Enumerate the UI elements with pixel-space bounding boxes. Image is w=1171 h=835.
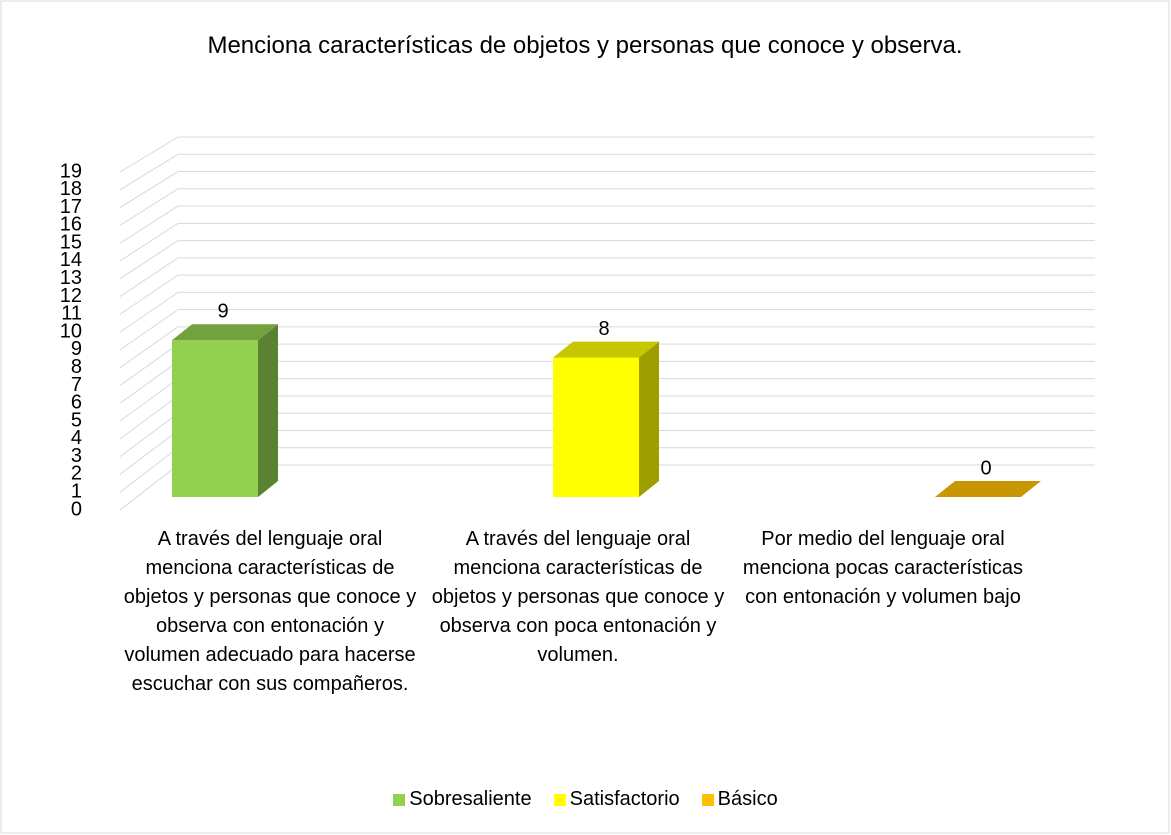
bar (935, 481, 1041, 497)
x-tick-label: A través del lenguaje oral menciona cara… (431, 528, 725, 666)
legend-item: Sobresaliente (393, 788, 532, 811)
legend: Sobresaliente Satisfactorio Básico (0, 788, 1171, 811)
legend-swatch (701, 793, 714, 806)
grid-line (119, 222, 1095, 262)
y-tick-label: 3 (71, 445, 82, 467)
y-tick-label: 14 (60, 249, 82, 271)
y-tick-label: 17 (60, 196, 82, 218)
grid-line (119, 136, 1095, 173)
bar-top (172, 324, 278, 341)
bar-front (172, 340, 258, 497)
y-tick-label: 18 (60, 178, 82, 200)
y-tick-label: 0 (71, 498, 82, 520)
bar (172, 324, 278, 497)
bar (553, 341, 659, 497)
y-tick-label: 16 (60, 214, 82, 236)
data-label: 0 (980, 457, 991, 479)
grid-line (119, 171, 1095, 209)
grid-line (119, 188, 1095, 226)
y-tick-label: 8 (71, 356, 82, 378)
legend-swatch (393, 793, 406, 806)
legend-swatch (553, 793, 566, 806)
y-tick-label: 7 (71, 374, 82, 396)
bar-side (258, 324, 278, 497)
data-label: 8 (598, 318, 609, 340)
grid-line (119, 291, 1095, 333)
y-tick-label: 2 (71, 463, 82, 485)
legend-label: Básico (717, 788, 778, 810)
x-tick-label: A través del lenguaje oral menciona cara… (123, 528, 417, 695)
grid-line (119, 257, 1095, 297)
data-label: 9 (217, 300, 228, 322)
grid-line (119, 205, 1095, 244)
y-tick-label: 12 (60, 285, 82, 307)
y-tick-label: 11 (61, 303, 82, 325)
chart-title: Menciona características de objetos y pe… (207, 32, 963, 59)
bar-front (553, 357, 639, 497)
y-tick-label: 1 (71, 480, 82, 502)
y-tick-label: 5 (71, 409, 82, 431)
bar-side (639, 341, 659, 497)
legend-label: Sobresaliente (409, 788, 532, 810)
grid-line (119, 240, 1095, 280)
grid-line (119, 326, 1095, 369)
y-tick-label: 19 (60, 160, 82, 182)
bar-top (553, 341, 659, 358)
y-tick-label: 9 (71, 338, 82, 360)
legend-item: Satisfactorio (553, 788, 680, 811)
legend-label: Satisfactorio (569, 788, 680, 810)
y-tick-label: 6 (71, 392, 82, 414)
grid-line (119, 309, 1095, 351)
grid-line (119, 153, 1095, 191)
y-tick-label: 10 (60, 320, 82, 342)
y-tick-label: 4 (71, 427, 82, 449)
legend-item: Básico (701, 788, 778, 811)
grid-line (119, 274, 1095, 315)
x-tick-label: Por medio del lenguaje oral menciona poc… (742, 528, 1024, 608)
y-tick-label: 15 (60, 231, 82, 253)
y-tick-label: 13 (60, 267, 82, 289)
bar-top (935, 481, 1041, 497)
